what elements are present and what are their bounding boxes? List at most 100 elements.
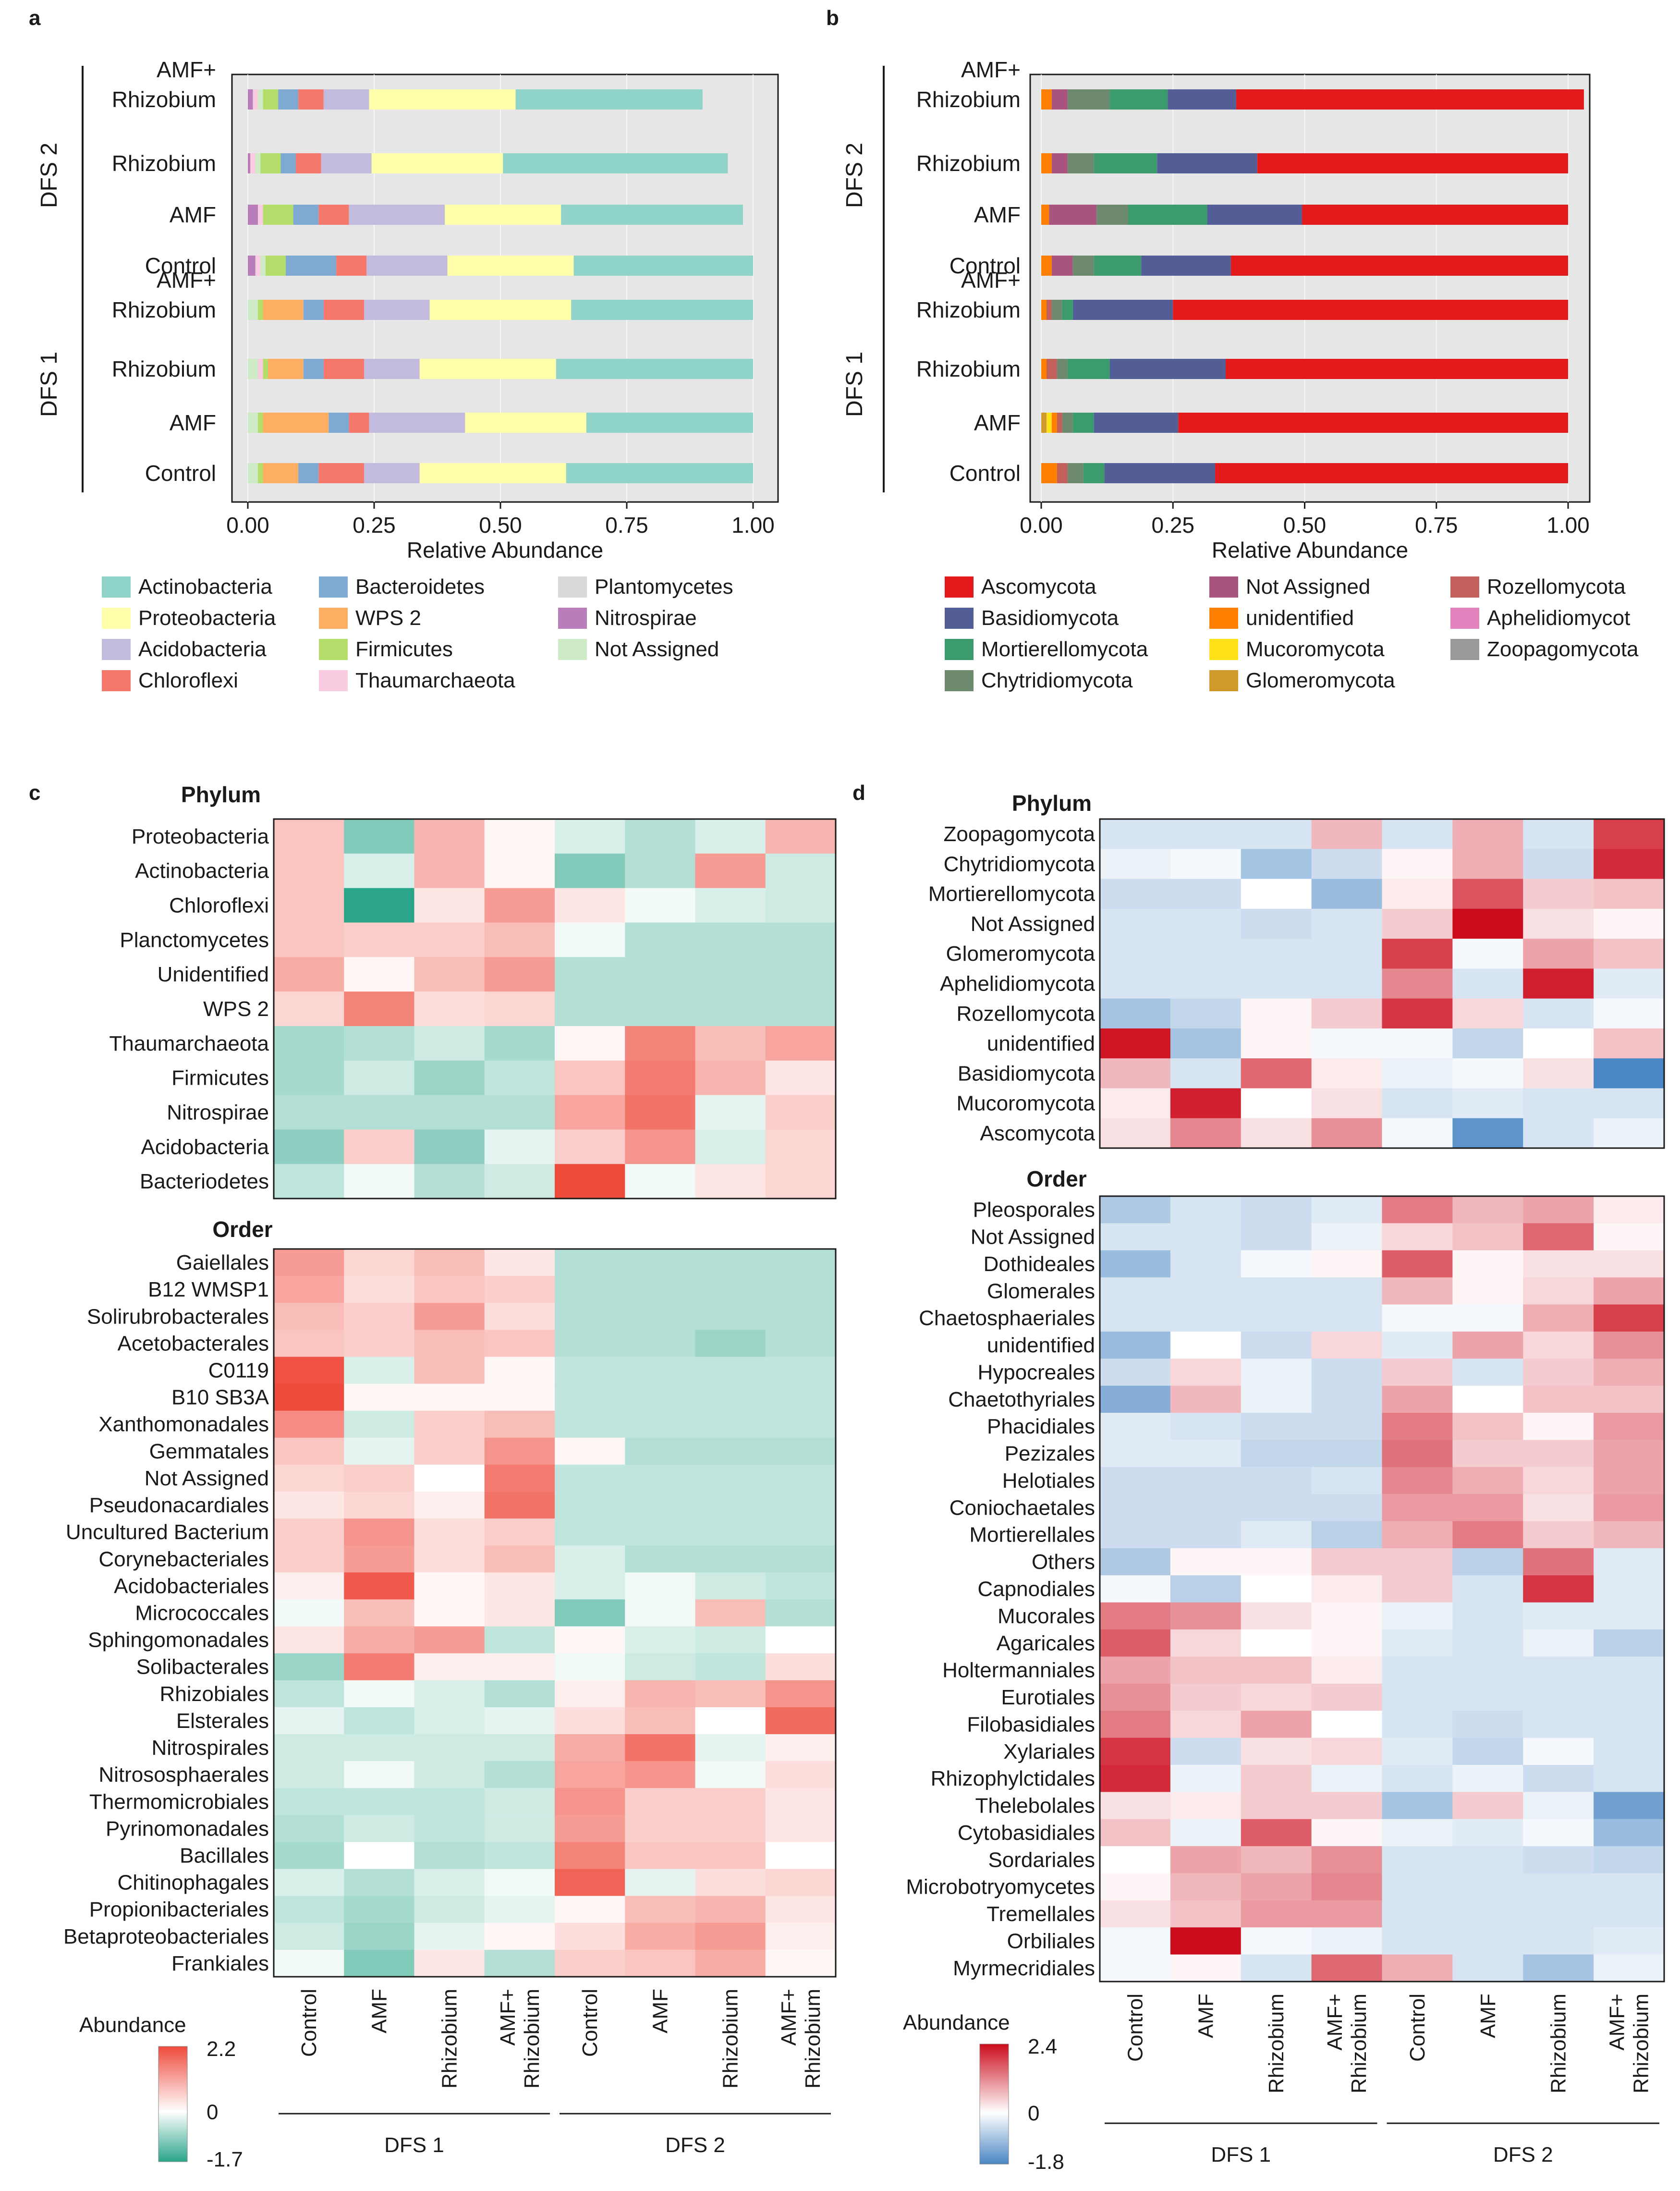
column-label-amf-rhizobium: Rhizobium (1347, 1994, 1371, 2093)
heatmap-cell (1452, 1494, 1523, 1522)
heatmap-cell (1170, 879, 1242, 909)
bar-segment-not-assigned (248, 359, 258, 379)
bar-segment-bacteroidetes (298, 463, 319, 483)
heatmap-cell (1452, 1575, 1523, 1603)
bar-segment-unidentified (1051, 413, 1057, 433)
heatmap-cell (1170, 1467, 1242, 1494)
heatmap-cell (1311, 908, 1383, 939)
heatmap-cell (1452, 939, 1523, 969)
heatmap-cell (765, 1922, 836, 1950)
heatmap-cell (1311, 1548, 1383, 1576)
heatmap-cell (1594, 1954, 1665, 1982)
heatmap-cell (274, 853, 344, 889)
heatmap-cell (625, 1026, 696, 1061)
heatmap-cell (1100, 1602, 1171, 1630)
heatmap-cell (765, 1129, 836, 1164)
heatmap-cell (414, 1815, 485, 1843)
colorbar-min-label: -1.8 (1028, 2150, 1064, 2174)
heatmap-cell (1382, 1440, 1453, 1468)
heatmap-cell (1311, 849, 1383, 880)
heatmap-cell (344, 1761, 415, 1788)
heatmap-cell (1594, 1088, 1665, 1119)
legend-label-ascomycota: Ascomycota (981, 575, 1096, 599)
heatmap-cell (1452, 1846, 1523, 1874)
heatmap-cell (1452, 1602, 1523, 1630)
heatmap-cell (414, 853, 485, 889)
heatmap-cell (1452, 849, 1523, 880)
heatmap-cell (1452, 998, 1523, 1029)
heatmap-cell (765, 1464, 836, 1492)
heatmap-cell (1594, 879, 1665, 909)
heatmap-cell (555, 1896, 625, 1923)
colorbar-max-label: 2.2 (207, 2037, 236, 2061)
legend-swatch-firmicutes (319, 639, 348, 660)
legend-swatch-aphelidiomycot (1450, 608, 1479, 629)
bar-segment-not-assigned (258, 89, 263, 110)
heatmap-cell (625, 1815, 696, 1843)
heatmap-cell (1382, 939, 1453, 969)
heatmap-cell (1452, 1548, 1523, 1576)
legend-swatch-nitrospirae (558, 608, 587, 629)
heatmap-cell (1452, 1629, 1523, 1657)
heatmap-cell (1382, 1819, 1453, 1847)
row-label-sordariales: Sordariales (988, 1848, 1095, 1872)
heatmap-cell (555, 1599, 625, 1627)
legend-swatch-not-assigned (1209, 576, 1238, 598)
heatmap-cell (695, 1788, 766, 1815)
row-label: Control (145, 253, 216, 278)
heatmap-cell (1241, 879, 1312, 909)
heatmap-cell (1594, 1250, 1665, 1278)
heatmap-cell (1594, 1575, 1665, 1603)
heatmap-cell (1170, 1196, 1242, 1224)
bar-segment-mortierellomycota (1072, 413, 1094, 433)
row-label-not-assigned: Not Assigned (971, 912, 1095, 936)
bar-segment-not-assigned (1051, 256, 1073, 276)
heatmap-cell (555, 1410, 625, 1438)
heatmap-cell (1311, 1413, 1383, 1441)
row-label-rozellomycota: Rozellomycota (956, 1002, 1095, 1026)
row-label: Rhizobium (112, 297, 216, 322)
heatmap-cell (484, 1545, 555, 1573)
heatmap-cell (695, 1518, 766, 1546)
heatmap-cell (765, 1653, 836, 1681)
heatmap-cell (1170, 1118, 1242, 1149)
heatmap-cell (1523, 1196, 1594, 1224)
heatmap-cell (1523, 1602, 1594, 1630)
row-label-others: Others (1032, 1550, 1095, 1574)
section-title-order: Order (212, 1217, 272, 1242)
x-tick-label: 0.50 (1283, 513, 1327, 538)
bar-segment-actinobacteria (573, 256, 753, 276)
heatmap-cell (695, 888, 766, 923)
legend-label-bacteroidetes: Bacteroidetes (355, 575, 485, 599)
heatmap-cell (274, 1303, 344, 1330)
heatmap-cell (1170, 1304, 1242, 1332)
heatmap-cell (1100, 1359, 1171, 1386)
heatmap-cell (1241, 1873, 1312, 1901)
heatmap-cell (344, 922, 415, 957)
bar-segment-actinobacteria (556, 359, 753, 379)
heatmap-cell (1523, 1900, 1594, 1928)
bar-segment-nitrospirae (248, 153, 251, 173)
heatmap-cell (1523, 1413, 1594, 1441)
heatmap-cell (1241, 1494, 1312, 1522)
x-tick-label: 0.00 (226, 513, 269, 538)
heatmap-cell (1311, 1738, 1383, 1765)
heatmap-cell (1594, 1028, 1665, 1059)
heatmap-cell (1382, 1118, 1453, 1149)
heatmap-cell (1382, 998, 1453, 1029)
heatmap-cell (625, 1842, 696, 1870)
heatmap-cell (1241, 1602, 1312, 1630)
bar-segment-firmicutes (263, 205, 293, 225)
row-label-cytobasidiales: Cytobasidiales (958, 1821, 1095, 1845)
heatmap-cell (1594, 1792, 1665, 1820)
heatmap-cell (484, 1653, 555, 1681)
row-label: Rhizobium (112, 356, 216, 381)
heatmap-cell (484, 1896, 555, 1923)
row-label: AMF+ (961, 268, 1021, 293)
heatmap-cell (1382, 1656, 1453, 1684)
heatmap-cell (1100, 1088, 1171, 1119)
bar-segment-not-assigned (248, 413, 258, 433)
section-title-order: Order (1026, 1166, 1086, 1191)
heatmap-cell (1170, 1819, 1242, 1847)
bar-segment-rozellomycota (1057, 413, 1062, 433)
